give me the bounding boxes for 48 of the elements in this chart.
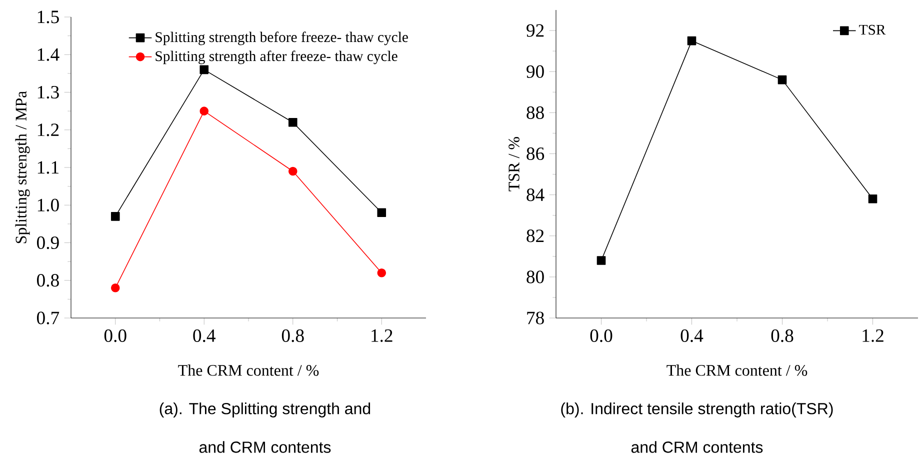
point	[200, 65, 209, 74]
y-tick-label: 1.0	[38, 198, 59, 212]
point	[377, 208, 386, 218]
y-tick-label: 0.8	[37, 274, 59, 287]
text: (a). The Splitting strength and	[160, 402, 370, 418]
y-tick-label: 92	[526, 24, 544, 37]
point	[288, 118, 298, 127]
y-tick-label: 0.7	[37, 312, 60, 324]
y-tick-label: 82	[526, 230, 544, 242]
text: and CRM contents	[199, 441, 331, 453]
text: (b). Indirect tensile strength ratio(TSR)	[561, 402, 833, 418]
legend-label: TSR	[859, 24, 886, 35]
x-tick-label: 1.2	[372, 329, 392, 342]
point	[288, 166, 298, 176]
point	[596, 256, 606, 265]
point	[110, 284, 120, 292]
point	[200, 106, 209, 116]
x-tick-label: 0.4	[193, 329, 216, 342]
y-tick-label: 1.4	[38, 48, 60, 61]
y-tick-label: 1.3	[38, 86, 59, 99]
x-tick-label: 0.8	[282, 329, 304, 342]
legend-label: Splitting strength after freeze- thaw cycle	[156, 50, 398, 64]
text: and CRM contents	[631, 441, 763, 453]
y-tick-label: 1.1	[38, 161, 59, 174]
point	[778, 75, 787, 84]
x-tick-label: 0.0	[104, 329, 126, 342]
point	[868, 194, 878, 204]
x-tick-label: 0.8	[771, 329, 794, 342]
y-tick-label: 1.5	[38, 10, 59, 24]
y-tick-label: 84	[526, 188, 544, 202]
x-tick-label: 1.2	[862, 329, 884, 342]
x-tick-label: 0.0	[590, 329, 612, 342]
point	[110, 212, 120, 221]
y-tick-label: 80	[526, 270, 544, 284]
x-tick-label: 0.4	[680, 329, 704, 342]
y-tick-label: 1.2	[38, 124, 59, 136]
y-tick-label: 0.9	[37, 236, 59, 250]
y-tick-label: 90	[526, 65, 544, 78]
y-tick-label: 86	[526, 147, 544, 160]
y-axis-title: Splitting strength / MPa	[15, 91, 30, 244]
point	[687, 36, 696, 46]
y-tick-label: 78	[527, 312, 544, 324]
y-axis-title: TSR / %	[508, 136, 520, 192]
point	[377, 268, 386, 278]
x-axis-title: The CRM content / %	[178, 364, 319, 376]
y-tick-label: 88	[526, 106, 544, 119]
x-axis-title: The CRM content / %	[666, 364, 808, 376]
legend-label: Splitting strength before freeze- thaw cycle	[156, 32, 408, 46]
